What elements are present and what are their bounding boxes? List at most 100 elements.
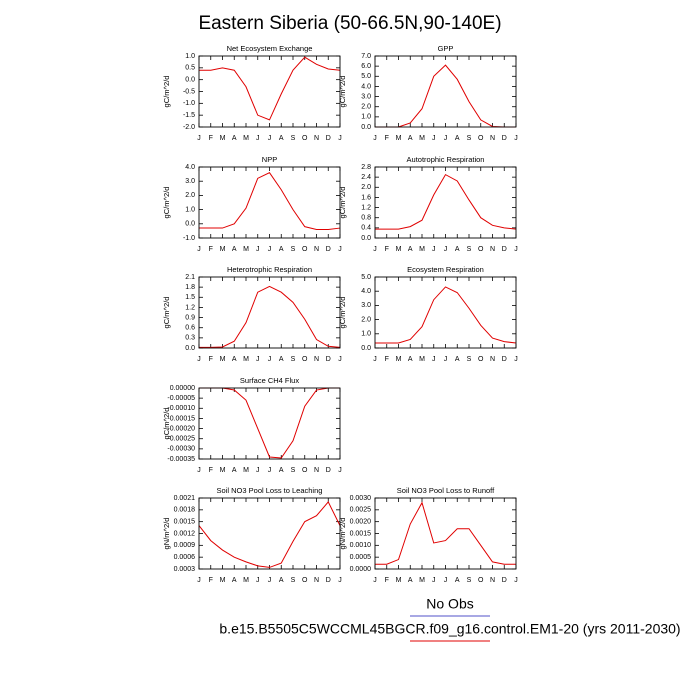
x-tick-label: M [220,577,226,584]
y-tick-label: -2.0 [183,124,195,131]
data-line [199,56,341,121]
y-axis-label: gC/m^2/d [162,76,171,108]
x-tick-label: M [419,356,425,363]
y-tick-label: 0.0009 [174,542,196,549]
legend-label: b.e15.B5505C5WCCML45BGCR.f09_g16.control… [219,621,680,637]
y-tick-label: 0.6 [185,325,195,332]
x-tick-label: M [419,577,425,584]
x-tick-label: O [302,467,308,474]
y-tick-label: 0.0 [361,235,371,242]
x-tick-label: J [256,356,260,363]
y-tick-label: 2.0 [361,316,371,323]
x-tick-label: D [326,467,331,474]
x-tick-label: A [279,135,284,142]
y-tick-label: 0.0025 [350,507,372,514]
x-tick-label: J [197,356,201,363]
y-axis-label: gC/m^2/d [338,76,347,108]
x-tick-label: A [455,246,460,253]
y-tick-label: 0.0000 [350,566,372,573]
x-tick-label: D [326,135,331,142]
x-tick-label: N [490,135,495,142]
panel-title: Surface CH4 Flux [240,376,299,385]
x-tick-label: F [209,467,213,474]
figure-title: Eastern Siberia (50-66.5N,90-140E) [198,13,501,34]
y-tick-label: 0.0 [361,124,371,131]
x-tick-label: J [268,246,272,253]
y-tick-label: 0.0015 [174,519,196,526]
y-axis-label: gN/m^2/d [338,518,347,550]
x-tick-label: M [396,356,402,363]
x-tick-label: M [220,356,226,363]
x-tick-label: S [291,356,296,363]
data-line [199,387,340,459]
x-tick-label: F [385,356,389,363]
x-tick-label: A [455,577,460,584]
x-tick-label: A [408,135,413,142]
x-tick-label: N [490,577,495,584]
panel-title: Soil NO3 Pool Loss to Runoff [397,486,495,495]
x-tick-label: J [444,577,448,584]
y-tick-label: 1.2 [361,204,371,211]
panel-title: Autotrophic Respiration [407,155,485,164]
x-tick-label: A [455,356,460,363]
x-tick-label: S [467,135,472,142]
x-tick-label: J [444,356,448,363]
y-tick-label: 1.0 [185,53,195,60]
y-tick-label: 0.0010 [350,542,372,549]
x-tick-label: J [256,246,260,253]
x-tick-label: N [314,356,319,363]
y-tick-label: -0.00005 [167,395,195,402]
y-tick-label: -0.00030 [167,446,195,453]
x-tick-label: F [209,135,213,142]
x-tick-label: S [291,577,296,584]
plot-frame [374,166,517,239]
x-tick-label: S [467,577,472,584]
x-tick-label: J [338,356,342,363]
x-tick-label: D [502,135,507,142]
y-tick-label: 1.8 [185,284,195,291]
plot-frame [198,276,341,349]
x-tick-label: M [396,135,402,142]
y-tick-label: 0.0021 [174,495,196,502]
x-tick-label: J [373,135,377,142]
y-tick-label: 0.0012 [174,530,196,537]
x-tick-label: J [373,246,377,253]
y-tick-label: 4.0 [361,288,371,295]
x-tick-label: J [197,246,201,253]
x-tick-label: M [243,135,249,142]
data-line [375,286,517,344]
y-tick-label: 2.4 [361,174,371,181]
y-tick-label: 0.5 [185,65,195,72]
x-tick-label: A [279,467,284,474]
data-line [375,501,516,565]
plot-frame [374,276,517,349]
data-line [198,501,341,568]
x-tick-label: M [243,467,249,474]
y-tick-label: 1.2 [185,304,195,311]
y-tick-label: 0.0020 [350,519,372,526]
y-tick-label: -0.00020 [167,425,195,432]
x-tick-label: N [314,135,319,142]
x-tick-label: S [467,356,472,363]
data-line [375,64,516,128]
x-tick-label: S [291,135,296,142]
x-tick-label: S [291,467,296,474]
data-line [375,173,517,230]
x-tick-label: J [373,356,377,363]
x-tick-label: N [314,467,319,474]
panel: Soil NO3 Pool Loss to LeachinggN/m^2/d0.… [162,486,342,584]
x-tick-label: J [197,135,201,142]
x-tick-label: F [209,246,213,253]
x-tick-label: J [514,246,518,253]
y-axis-label: gC/m^2/d [162,187,171,219]
x-tick-label: J [256,467,260,474]
x-tick-label: A [408,577,413,584]
x-tick-label: O [302,356,308,363]
x-tick-label: F [385,577,389,584]
x-tick-label: J [514,356,518,363]
y-tick-label: 2.0 [185,192,195,199]
x-tick-label: J [338,467,342,474]
y-tick-label: 0.0015 [350,530,372,537]
x-tick-label: M [220,246,226,253]
